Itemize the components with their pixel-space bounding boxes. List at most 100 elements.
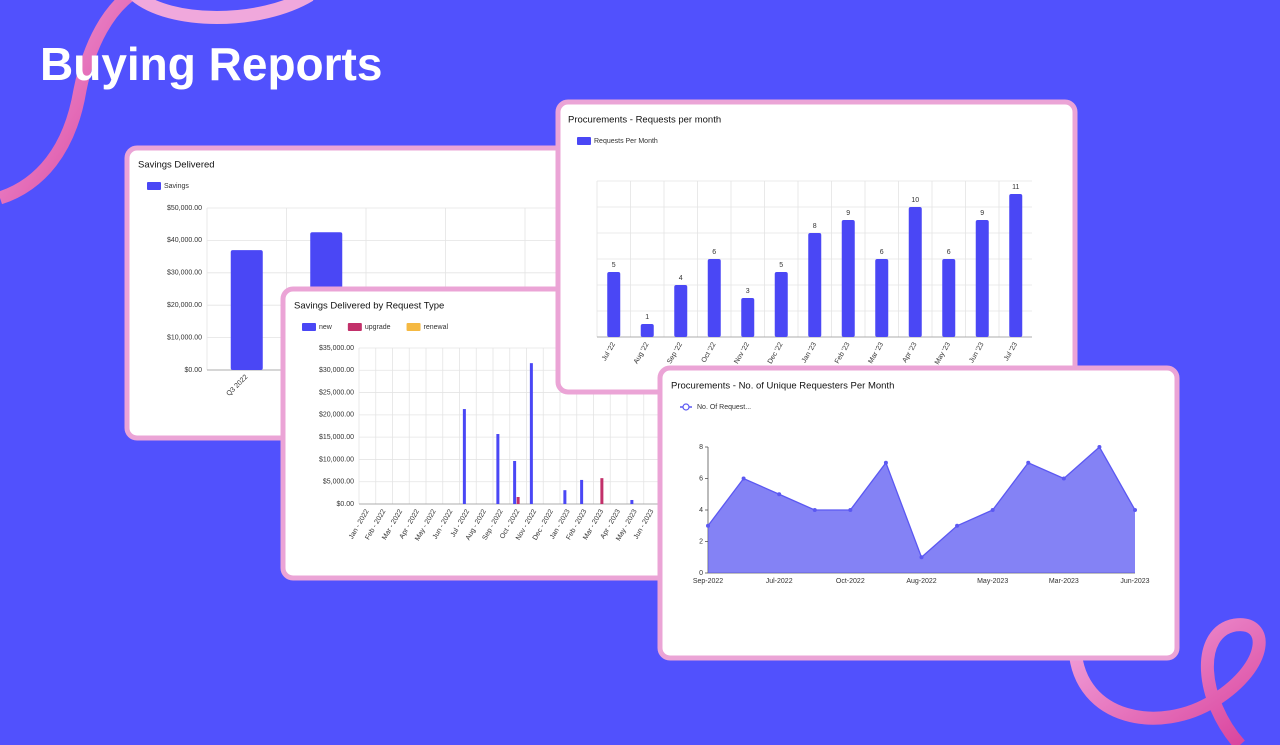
- data-label: 11: [1012, 184, 1019, 191]
- decor-curve: [130, 0, 314, 24]
- y-tick-label: 8: [699, 444, 703, 451]
- data-label: 9: [846, 210, 850, 217]
- legend-swatch: [147, 182, 161, 190]
- y-tick-label: $10,000.00: [319, 456, 354, 463]
- bar: [630, 499, 634, 504]
- data-label: 4: [679, 275, 683, 282]
- decor-curve: [0, 0, 135, 205]
- legend-swatch: [302, 323, 316, 331]
- y-tick-label: $0.00: [184, 367, 202, 374]
- bar: [607, 272, 621, 337]
- x-tick-label: Aug-2022: [906, 578, 936, 585]
- y-tick-label: 2: [699, 538, 703, 545]
- data-label: 6: [947, 249, 951, 256]
- point: [812, 508, 817, 512]
- point: [1026, 460, 1031, 465]
- chart-title: Procurements - Requests per month: [568, 115, 721, 126]
- bar: [462, 409, 466, 504]
- y-tick-label: $40,000.00: [167, 237, 202, 244]
- data-label: 10: [911, 197, 919, 204]
- legend-label: renewal: [424, 324, 449, 331]
- bar: [1009, 194, 1023, 337]
- area: [708, 447, 1135, 573]
- y-tick-label: $5,000.00: [323, 479, 354, 486]
- point: [706, 523, 710, 528]
- data-label: 6: [712, 249, 716, 256]
- chart: Procurements - No. of Unique Requesters …: [671, 381, 1150, 585]
- bar: [640, 324, 654, 337]
- x-tick-label: Jul-2022: [766, 578, 793, 585]
- legend-swatch: [347, 323, 362, 331]
- page-title: Buying Reports: [40, 38, 382, 90]
- bar: [580, 479, 584, 504]
- bar: [741, 298, 755, 337]
- y-tick-label: $25,000.00: [319, 389, 354, 396]
- point: [848, 508, 853, 512]
- data-label: 8: [813, 223, 817, 230]
- chart-title: Procurements - No. of Unique Requesters …: [671, 381, 894, 392]
- legend-swatch: [406, 323, 421, 331]
- y-tick-label: $0.00: [336, 501, 354, 508]
- bar: [808, 233, 822, 337]
- legend-swatch: [577, 137, 591, 145]
- chart-title: Savings Delivered by Request Type: [294, 301, 444, 312]
- chart-title: Savings Delivered: [138, 160, 215, 171]
- data-label: 3: [746, 288, 750, 295]
- bar: [674, 285, 688, 337]
- x-tick-label: Oct-2022: [836, 578, 865, 585]
- point: [741, 476, 746, 481]
- legend-marker: [682, 403, 690, 411]
- x-tick-label: May-2023: [977, 578, 1008, 585]
- y-tick-label: $50,000.00: [167, 205, 202, 212]
- y-tick-label: $20,000.00: [319, 412, 354, 419]
- data-label: 9: [980, 210, 984, 217]
- bar: [774, 272, 788, 337]
- legend-label: Savings: [164, 183, 189, 190]
- chart-card: Procurements - Requests per month Request…: [555, 99, 1078, 395]
- bar: [563, 490, 567, 504]
- point: [777, 492, 782, 497]
- data-label: 5: [612, 262, 616, 269]
- point: [990, 508, 995, 512]
- point: [1061, 476, 1066, 481]
- y-tick-label: $20,000.00: [167, 302, 202, 309]
- data-label: 5: [779, 262, 783, 269]
- bar: [707, 259, 721, 337]
- point: [1097, 445, 1102, 449]
- point: [919, 555, 924, 560]
- bar: [975, 220, 989, 337]
- y-tick-label: 6: [699, 475, 703, 482]
- card-bg: [657, 365, 1180, 661]
- y-tick-label: $30,000.00: [167, 270, 202, 277]
- bar: [942, 259, 956, 337]
- point: [1133, 508, 1137, 512]
- chart: Procurements - Requests per month Request…: [568, 115, 1032, 366]
- y-tick-label: $30,000.00: [319, 367, 354, 374]
- x-tick-label: Mar-2023: [1049, 578, 1079, 585]
- legend-label: new: [319, 324, 333, 331]
- y-tick-label: $15,000.00: [319, 434, 354, 441]
- legend-label: upgrade: [365, 324, 391, 331]
- y-tick-label: 0: [699, 570, 703, 577]
- bar: [516, 497, 520, 504]
- bar: [529, 363, 533, 504]
- y-tick-label: 4: [699, 507, 703, 514]
- bar: [513, 460, 517, 504]
- data-label: 1: [645, 314, 649, 321]
- x-tick-label: Sep-2022: [693, 578, 723, 585]
- bar: [230, 250, 263, 370]
- bar: [908, 207, 922, 337]
- data-label: 6: [880, 249, 884, 256]
- decor-curve: [1068, 618, 1266, 745]
- bar: [875, 259, 889, 337]
- legend-label: No. Of Request...: [697, 404, 751, 411]
- point: [883, 460, 888, 465]
- x-tick-label: Jun-2023: [1120, 578, 1149, 585]
- bar: [496, 434, 500, 504]
- chart-card: Procurements - No. of Unique Requesters …: [657, 365, 1180, 661]
- bar: [841, 220, 855, 337]
- y-tick-label: $35,000.00: [319, 345, 354, 352]
- point: [955, 523, 960, 528]
- y-tick-label: $10,000.00: [167, 334, 202, 341]
